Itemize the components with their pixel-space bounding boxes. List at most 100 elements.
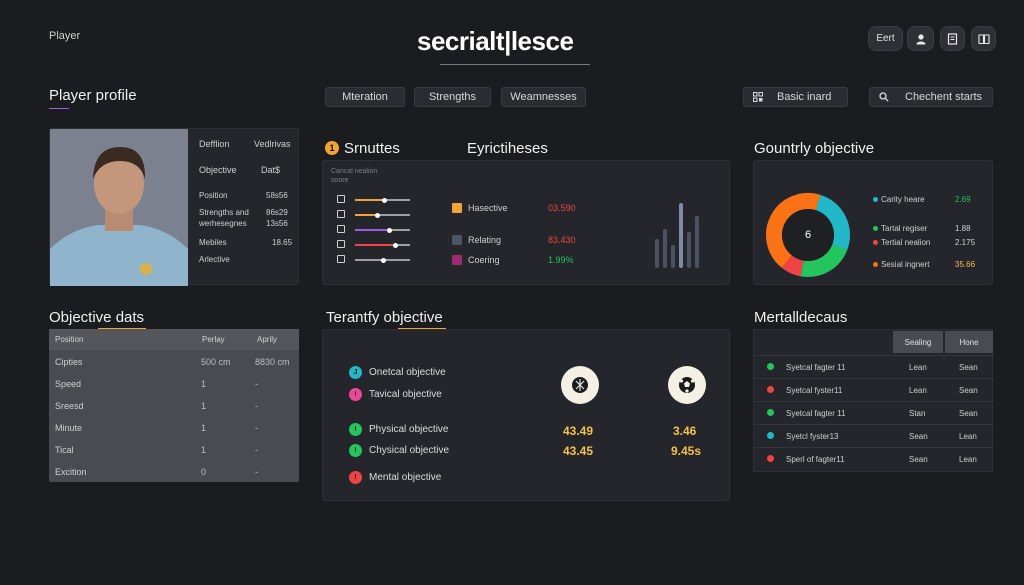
row-value: Sean bbox=[959, 363, 978, 372]
attribute-slider-knob[interactable] bbox=[387, 227, 393, 233]
row-value: - bbox=[255, 379, 258, 389]
avatar bbox=[50, 129, 188, 286]
tactical-value-left: 43.45 bbox=[563, 444, 594, 458]
mental-column-sealing[interactable]: Sealing bbox=[893, 331, 943, 353]
country-donut bbox=[766, 193, 850, 277]
table-row[interactable]: Syetcl fyster13 Sean Lean bbox=[754, 424, 994, 446]
tab-label: Weamnesses bbox=[510, 91, 577, 103]
attribute-slider-fill bbox=[355, 199, 384, 201]
row-value: Sean bbox=[959, 386, 978, 395]
country-panel: 6 Carity heare 2.69 Tartal regiser 1.88 Tert… bbox=[753, 160, 993, 285]
objective-label[interactable]: Mental objective bbox=[369, 472, 442, 483]
tab-weaknesses[interactable]: Weamnesses bbox=[501, 87, 586, 107]
objective-label[interactable]: Tavical objective bbox=[369, 389, 442, 400]
shield-icon-button[interactable] bbox=[561, 366, 599, 404]
row-status-dot bbox=[767, 409, 774, 416]
attribute-icon bbox=[337, 255, 345, 263]
document-icon bbox=[947, 32, 958, 45]
attribute-slider-fill bbox=[355, 214, 377, 216]
row-value: 1 bbox=[201, 445, 207, 455]
legend-label: Tartal regiser bbox=[881, 224, 928, 233]
tab-strengths[interactable]: Strengths bbox=[414, 87, 491, 107]
app-label: Player bbox=[49, 30, 81, 42]
tactical-value-right: 3.46 bbox=[673, 424, 697, 438]
soccer-ball-icon bbox=[679, 377, 695, 393]
attribute-legend: Hasective 03.590 Relating 83.430 Coering 1.99… bbox=[436, 189, 626, 274]
row-status-dot bbox=[767, 363, 774, 370]
profile-title: Player profile bbox=[49, 87, 137, 104]
tab-mteration[interactable]: Mteration bbox=[325, 87, 405, 107]
grid-icon bbox=[753, 92, 763, 102]
search-button[interactable]: Chechent starts bbox=[869, 87, 993, 107]
column-header: Aprily bbox=[257, 335, 278, 344]
objective-label[interactable]: Chysical objective bbox=[369, 445, 450, 456]
row-value: - bbox=[255, 467, 258, 477]
attribute-slider-track[interactable] bbox=[355, 214, 410, 216]
basic-inard-button[interactable]: Basic inard bbox=[743, 87, 848, 107]
mental-column-hone[interactable]: Hone bbox=[945, 331, 993, 353]
attribute-icon bbox=[337, 225, 345, 233]
table-row[interactable]: Sperl of fagter11 Sean Lean bbox=[754, 447, 994, 469]
row-value: Lean bbox=[909, 363, 927, 372]
row-value: Sean bbox=[909, 432, 928, 441]
attributes-panel: Cancal nealion soore Hasective 03.590 Rela… bbox=[322, 160, 730, 285]
legend-value: 03.590 bbox=[548, 203, 576, 213]
donut-center-value: 6 bbox=[804, 229, 812, 241]
attribute-slider-fill bbox=[355, 259, 383, 261]
tactical-value-right: 9.45s bbox=[671, 444, 702, 458]
player-photo bbox=[50, 129, 188, 286]
attributes-title: Srnuttes bbox=[344, 140, 400, 157]
legend-value: 1.99% bbox=[548, 255, 574, 265]
row-value: 1 bbox=[201, 401, 207, 411]
attributes-caption: Cancal nealion soore bbox=[331, 168, 378, 184]
legend-dot bbox=[873, 262, 878, 267]
profile-card: Defflion Vedlrivas Objective Dat$ Positi… bbox=[49, 128, 299, 286]
country-title: Gountrly objective bbox=[754, 140, 875, 157]
row-value: Lean bbox=[959, 432, 977, 441]
objective-label[interactable]: Onetcal objective bbox=[369, 367, 446, 378]
book-button[interactable] bbox=[971, 26, 996, 51]
attribute-slider-knob[interactable] bbox=[375, 212, 380, 218]
legend-swatch bbox=[452, 203, 462, 213]
exit-button[interactable]: Eert bbox=[868, 26, 903, 51]
profile-field-label: Arlective bbox=[199, 255, 230, 264]
legend-dot bbox=[873, 226, 878, 231]
objective-marker: ! bbox=[349, 471, 362, 484]
objective-data-table: Position Perlay Aprily Cipties 500 cm 8830… bbox=[49, 329, 299, 482]
legend-value: 83.430 bbox=[548, 235, 576, 245]
row-value: 500 cm bbox=[201, 357, 231, 367]
table-row[interactable]: Syetcal fagter 11 Stan Sean bbox=[754, 401, 994, 423]
row-value: - bbox=[255, 401, 258, 411]
objective-data-title: Objective dats bbox=[49, 309, 145, 326]
objective-label[interactable]: Physical objective bbox=[369, 424, 449, 435]
legend-value: 2.175 bbox=[955, 238, 976, 247]
attribute-slider-knob[interactable] bbox=[381, 197, 387, 203]
attribute-slider-knob[interactable] bbox=[380, 257, 386, 263]
row-name: Sreesd bbox=[55, 401, 84, 411]
legend-label: Tertial nealion bbox=[881, 238, 931, 247]
legend-label: Carity heare bbox=[881, 195, 925, 204]
attribute-slider-knob[interactable] bbox=[392, 242, 398, 248]
user-button[interactable] bbox=[907, 26, 934, 51]
table-row: Tical 1 - bbox=[49, 439, 299, 460]
document-button[interactable] bbox=[940, 26, 965, 51]
table-row[interactable]: Syetcal fyster11 Lean Sean bbox=[754, 378, 994, 400]
attribute-bar bbox=[687, 232, 691, 268]
logo-underline bbox=[440, 64, 590, 65]
soccer-ball-icon-button[interactable] bbox=[668, 366, 706, 404]
objective-data-underline bbox=[98, 328, 146, 329]
attribute-bar-chart bbox=[655, 203, 707, 268]
legend-label: Sesial ingnert bbox=[881, 260, 930, 269]
profile-field-label: Mebiles bbox=[199, 238, 227, 247]
row-value: Sean bbox=[959, 409, 978, 418]
tab-label: Mteration bbox=[342, 91, 388, 103]
attribute-bar bbox=[655, 238, 659, 268]
tactical-value-left: 43.49 bbox=[563, 424, 594, 438]
table-row[interactable]: Syetcal fagter 11 Lean Sean bbox=[754, 355, 994, 377]
row-value: Lean bbox=[909, 386, 927, 395]
column-header: Perlay bbox=[202, 335, 225, 344]
donut-hole bbox=[782, 209, 834, 261]
profile-field-value: Vedlrivas bbox=[254, 139, 291, 149]
row-name: Cipties bbox=[55, 357, 83, 367]
row-status-dot bbox=[767, 432, 774, 439]
